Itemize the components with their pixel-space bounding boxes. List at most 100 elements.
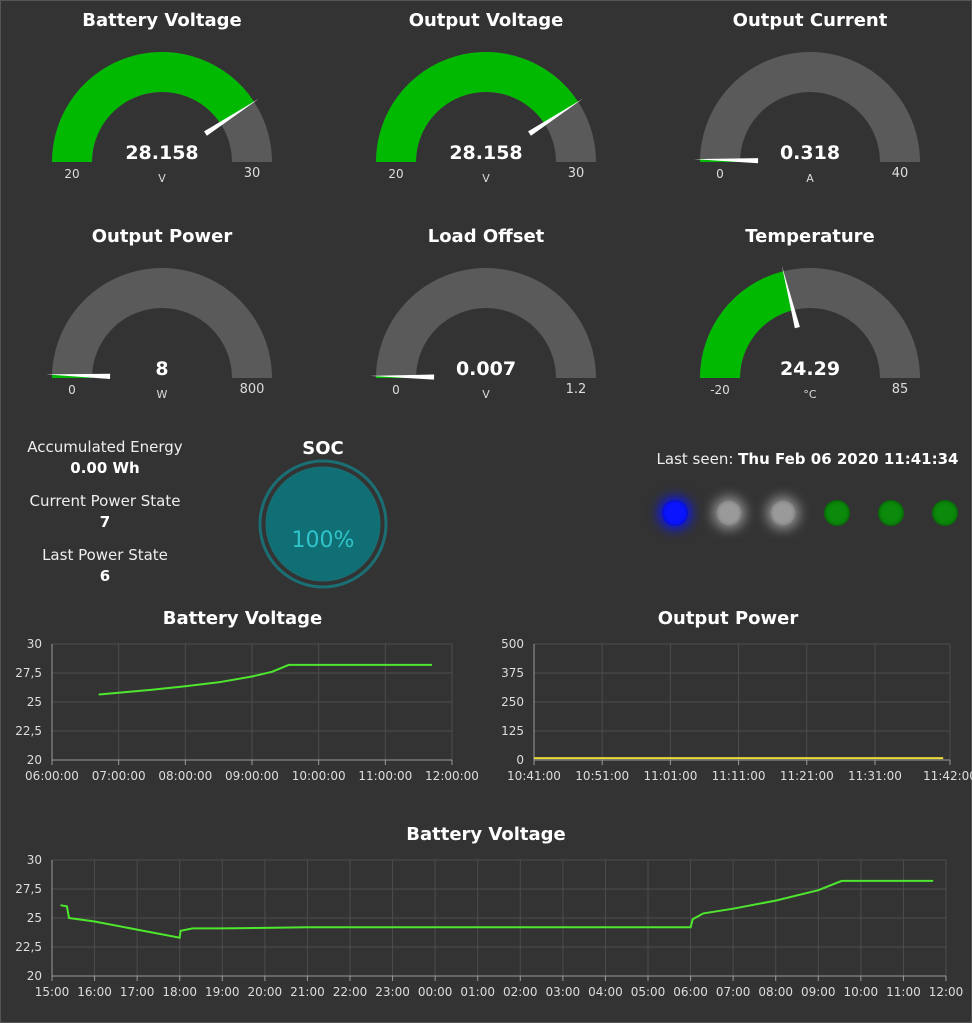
gauge-needle <box>528 98 584 136</box>
stat-value: 6 <box>99 567 111 585</box>
gauge-min-label: 0 <box>392 383 400 397</box>
gauge-track <box>376 268 596 378</box>
gauge-value: 0.318 <box>779 142 841 164</box>
gauge-needle <box>46 373 111 379</box>
gauge-title: Temperature <box>745 226 875 247</box>
gauge-output-voltage: Output Voltage 28.158 V 20 30 <box>324 0 648 216</box>
last-seen: Last seen: Thu Feb 06 2020 11:41:34 <box>640 450 972 468</box>
gauge-fill <box>376 52 579 162</box>
gauge-fill <box>700 271 793 378</box>
gauge-title: Output Current <box>732 10 888 31</box>
led-green-3 <box>932 500 958 526</box>
gauge-title: Output Power <box>91 226 233 247</box>
chart-title: Output Power <box>657 608 799 629</box>
chart-output-power: 10:41:00 10:51:00 11:01:00 11:11:00 11:21:00… <box>486 630 972 790</box>
x-tick-label: 20:00 <box>248 985 283 999</box>
gauge-value: 28.158 <box>125 142 199 164</box>
y-tick-label: 20 <box>27 753 42 767</box>
y-tick-label: 0 <box>516 753 524 767</box>
x-tick-label: 02:00 <box>503 985 538 999</box>
gauge-fill <box>52 52 255 162</box>
gauge-min-label: 20 <box>388 167 404 181</box>
gauge-value: 8 <box>155 358 169 380</box>
x-tick-label: 17:00 <box>120 985 155 999</box>
gauge-title: Load Offset <box>427 226 545 247</box>
soc-title: SOC <box>302 438 344 459</box>
y-tick-label: 30 <box>27 853 42 867</box>
x-tick-label: 05:00 <box>631 985 666 999</box>
stat-accumulated-energy: Accumulated Energy 0.00 Wh <box>0 438 210 477</box>
x-tick-label: 07:00:00 <box>92 769 146 783</box>
gauge-needle <box>204 98 260 136</box>
x-tick-label: 12:00 <box>929 985 964 999</box>
stat-label: Accumulated Energy <box>27 438 183 456</box>
stat-label: Last Power State <box>42 546 168 564</box>
x-tick-label: 08:00 <box>758 985 793 999</box>
x-tick-label: 11:00:00 <box>358 769 412 783</box>
y-tick-label: 27,5 <box>15 666 42 680</box>
gauge-output-current: Output Current 0.318 A 0 40 <box>648 0 972 216</box>
y-tick-label: 125 <box>501 724 524 738</box>
gauge-title: Battery Voltage <box>82 10 242 31</box>
x-tick-label: 23:00 <box>375 985 410 999</box>
soc-value: 100% <box>291 528 355 553</box>
y-tick-label: 20 <box>27 969 42 983</box>
gauge-max-label: 30 <box>567 166 585 181</box>
x-tick-label: 22:00 <box>333 985 368 999</box>
gauge-battery-voltage: Battery Voltage 28.158 V 20 30 <box>0 0 324 216</box>
gauge-value: 28.158 <box>449 142 523 164</box>
gauge-unit: W <box>156 388 168 401</box>
x-tick-label: 21:00 <box>290 985 325 999</box>
x-tick-label: 00:00 <box>418 985 453 999</box>
x-tick-label: 07:00 <box>716 985 751 999</box>
last-seen-label: Last seen: <box>656 450 734 468</box>
x-tick-label: 08:00:00 <box>158 769 212 783</box>
y-tick-label: 375 <box>501 666 524 680</box>
y-tick-label: 25 <box>27 911 42 925</box>
led-gray-1 <box>716 500 742 526</box>
x-tick-label: 19:00 <box>205 985 240 999</box>
gauge-track <box>52 268 272 378</box>
x-tick-label: 06:00:00 <box>25 769 79 783</box>
x-tick-label: 01:00 <box>460 985 495 999</box>
gauge-max-label: 1.2 <box>565 382 587 397</box>
gauge-unit: V <box>482 388 490 401</box>
x-tick-label: 12:00:00 <box>425 769 479 783</box>
y-tick-label: 27,5 <box>15 882 42 896</box>
stat-current-power-state: Current Power State 7 <box>0 492 210 531</box>
x-tick-label: 11:31:00 <box>848 769 902 783</box>
led-green-1 <box>824 500 850 526</box>
x-tick-label: 18:00 <box>162 985 197 999</box>
chart-battery-voltage-long: 15:00 16:00 17:00 18:00 19:00 20:00 21:00 22:00… <box>0 846 972 1006</box>
gauge-min-label: 0 <box>716 167 724 181</box>
gauge-value: 24.29 <box>779 358 841 380</box>
y-tick-label: 30 <box>27 637 42 651</box>
led-blue <box>662 500 688 526</box>
led-gray-2 <box>770 500 796 526</box>
x-tick-label: 06:00 <box>673 985 708 999</box>
y-tick-label: 25 <box>27 695 42 709</box>
chart-battery-voltage-short: 06:00:00 07:00:00 08:00:00 09:00:00 10:00:00… <box>0 630 486 790</box>
gauge-max-label: 85 <box>891 382 909 397</box>
gauge-needle <box>370 374 435 380</box>
gauge-value: 0.007 <box>455 358 517 380</box>
x-tick-label: 09:00 <box>801 985 836 999</box>
gauge-needle <box>781 265 800 329</box>
gauge-unit: V <box>482 172 490 185</box>
x-tick-label: 03:00 <box>546 985 581 999</box>
x-tick-label: 10:00:00 <box>292 769 346 783</box>
stat-value: 7 <box>99 513 111 531</box>
chart-title: Battery Voltage <box>162 608 323 629</box>
gauge-max-label: 30 <box>243 166 261 181</box>
x-tick-label: 04:00 <box>588 985 623 999</box>
gauge-load-offset: Load Offset 0.007 V 0 1.2 <box>324 216 648 432</box>
gauge-needle <box>694 158 759 164</box>
chart-title: Battery Voltage <box>406 824 566 845</box>
gauge-title: Output Voltage <box>408 10 564 31</box>
gauge-min-label: -20 <box>710 383 730 397</box>
soc-gauge <box>258 459 388 589</box>
y-tick-label: 22,5 <box>15 940 42 954</box>
x-tick-label: 11:00 <box>886 985 921 999</box>
stat-last-power-state: Last Power State 6 <box>0 546 210 585</box>
led-green-2 <box>878 500 904 526</box>
